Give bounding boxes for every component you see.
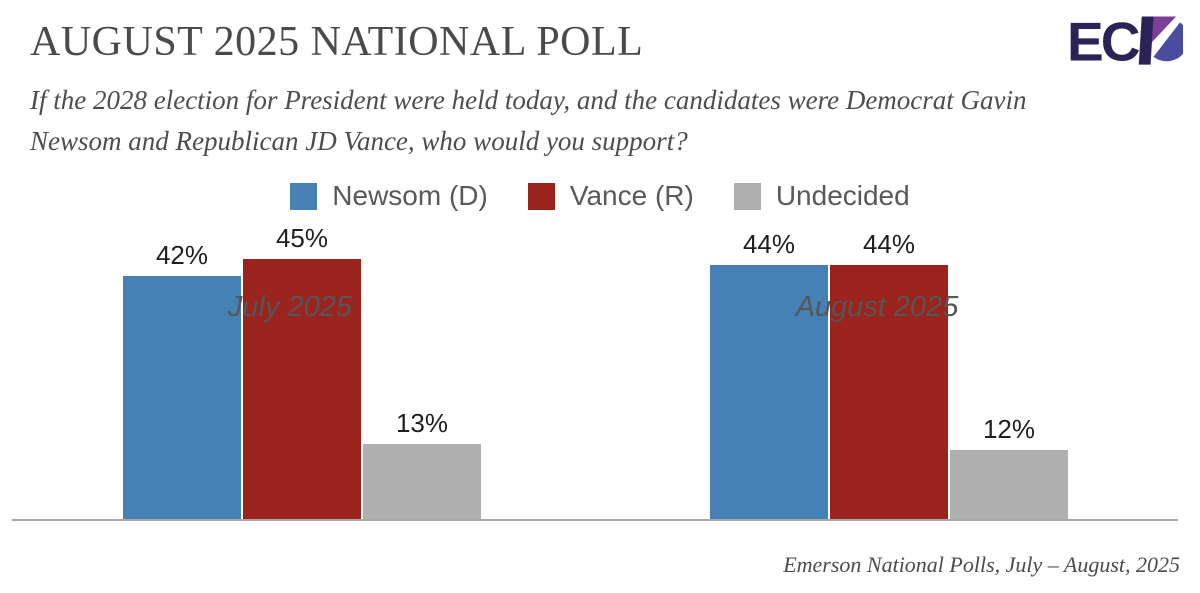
legend-label-vance: Vance (R)	[569, 180, 694, 211]
source-note: Emerson National Polls, July – August, 2…	[783, 552, 1180, 577]
bar-undecided-august: 12%	[950, 414, 1068, 519]
bar-newsom-august: 44%	[710, 229, 828, 519]
ecp-logo: EC	[1067, 11, 1189, 74]
bar	[830, 265, 948, 519]
legend-label-undecided: Undecided	[775, 180, 910, 211]
bar	[710, 265, 828, 519]
bar-value-label: 42%	[155, 240, 209, 270]
bar-undecided-july: 13%	[363, 408, 481, 519]
chart-legend: Newsom (D) Vance (R) Undecided	[0, 180, 1200, 212]
x-label-august: August 2025	[795, 291, 959, 323]
bar	[123, 276, 241, 519]
legend-swatch-newsom	[290, 182, 318, 210]
bar-value-label: 44%	[742, 229, 796, 259]
legend-label-newsom: Newsom (D)	[332, 180, 488, 211]
bar	[950, 450, 1068, 519]
legend-swatch-undecided	[733, 182, 761, 210]
bar-value-label: 13%	[395, 408, 449, 438]
bar-newsom-july: 42%	[123, 240, 241, 519]
poll-question: If the 2028 election for President were …	[30, 85, 1027, 156]
page-title: AUGUST 2025 NATIONAL POLL	[30, 19, 644, 65]
bar-value-label: 12%	[982, 414, 1036, 444]
bar	[363, 444, 481, 519]
legend-swatch-vance	[527, 182, 555, 210]
legend-item-newsom: Newsom (D)	[290, 180, 488, 212]
bar-value-label: 45%	[275, 223, 329, 253]
bar-vance-august: 44%	[830, 229, 948, 519]
logo-p-glyph	[1138, 16, 1189, 65]
bar-vance-july: 45%	[243, 223, 361, 519]
legend-item-vance: Vance (R)	[527, 180, 694, 212]
bar-group-july: 42% 45% 13%	[123, 223, 481, 519]
legend-item-undecided: Undecided	[733, 180, 910, 212]
plot-area: 42% 45% 13% 44% 44% 12%	[12, 223, 1178, 521]
bar	[243, 259, 361, 519]
x-label-july: July 2025	[227, 291, 353, 323]
logo-ec-letters: EC	[1067, 14, 1140, 73]
bar-group-august: 44% 44% 12%	[710, 229, 1068, 519]
bar-value-label: 44%	[862, 229, 916, 259]
